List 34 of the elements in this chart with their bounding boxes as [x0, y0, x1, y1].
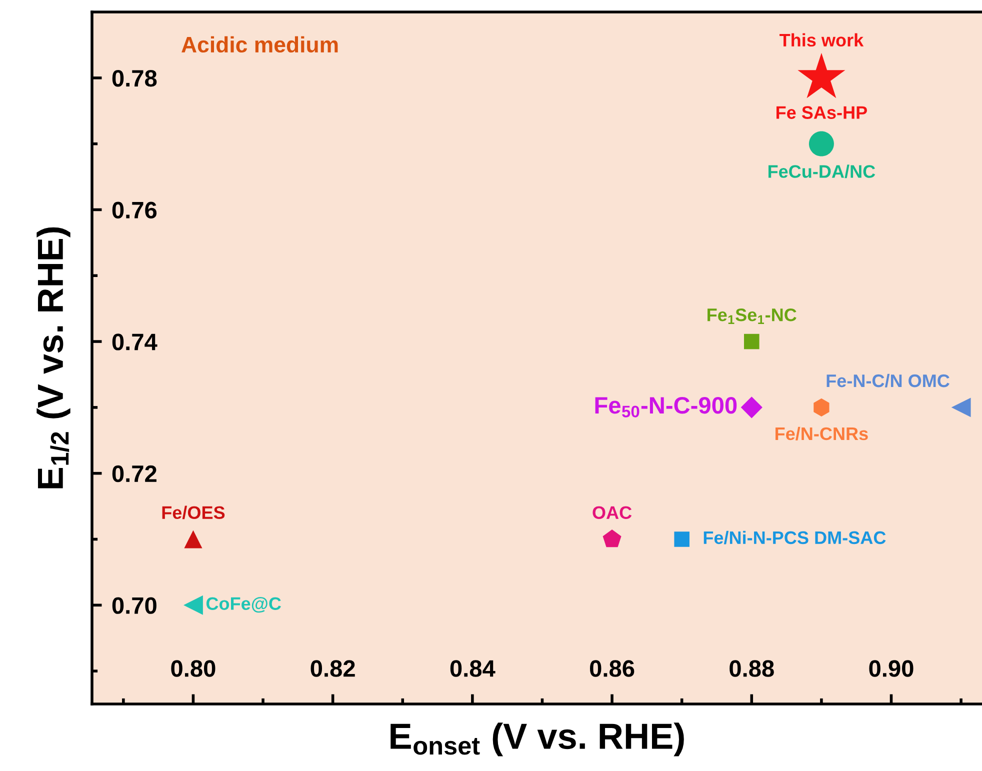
point [808, 131, 834, 156]
point [740, 396, 762, 418]
series-label: CoFe@C [206, 596, 282, 613]
x-tick-label: 0.86 [590, 660, 634, 677]
series-label: Fe/Ni-N-PCS DM-SAC [704, 530, 886, 544]
series-label: Fe$_{50}$-N-C-900 [595, 397, 737, 418]
x-tick-label: 0.80 [171, 660, 216, 677]
y-axis-title: E$_{1/2}$ (V vs. RHE) [36, 227, 70, 488]
series-label: Fe/N-CNRs [776, 426, 868, 440]
point [183, 595, 203, 615]
series-label: FeCu-DA/NC [768, 164, 876, 178]
x-tick-label: 0.88 [730, 660, 774, 677]
annotation: This work [780, 33, 864, 47]
annotation: Acidic medium [182, 36, 338, 53]
series-label: Fe SAs-HP [776, 106, 867, 119]
x-tick-label: 0.82 [310, 660, 355, 677]
point [951, 398, 971, 418]
y-tick-label: 0.76 [112, 202, 157, 218]
point [184, 530, 202, 548]
y-tick-label: 0.70 [112, 597, 156, 614]
x-axis-title: E$_{onset}$ (V vs. RHE) [390, 722, 684, 756]
point [674, 532, 690, 547]
point [602, 530, 622, 548]
series-label: Fe/OES [162, 506, 225, 520]
point [814, 398, 830, 416]
series-label: Fe$_{1}$Se$_{1}$-NC [708, 308, 796, 324]
x-tick-label: 0.90 [869, 660, 914, 677]
y-tick-label: 0.78 [112, 70, 157, 87]
series-label: OAC [592, 506, 632, 520]
y-tick-label: 0.74 [112, 334, 158, 350]
y-tick-label: 0.72 [112, 465, 156, 482]
x-tick-label: 0.84 [450, 660, 496, 677]
point [744, 334, 760, 350]
series-label: Fe-N-C/N OMC [826, 374, 950, 388]
